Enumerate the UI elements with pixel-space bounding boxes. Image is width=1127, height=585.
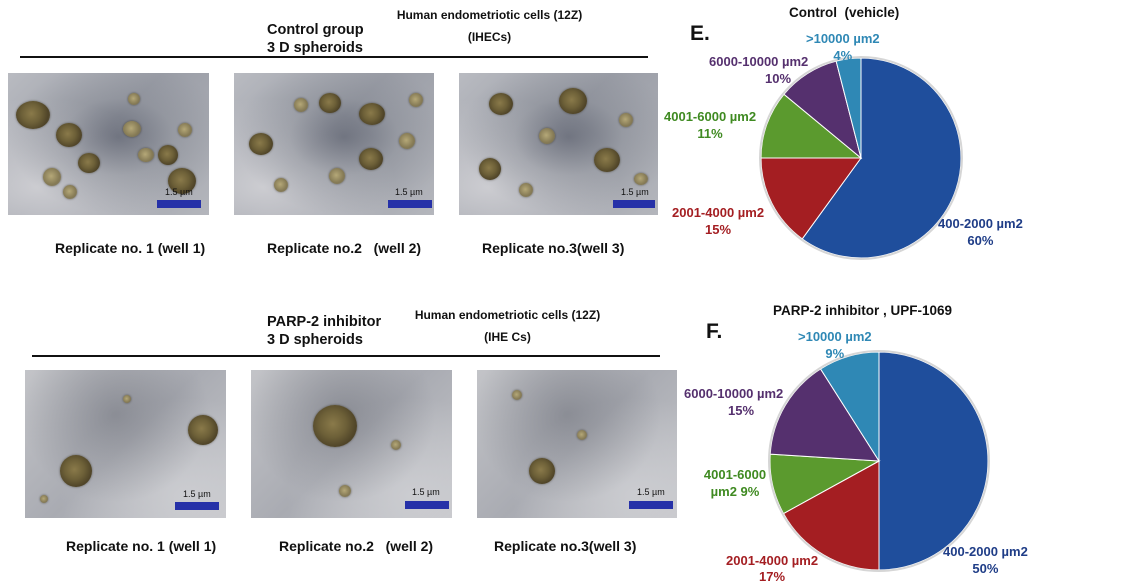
chart-f-label-4001-6000: 4001-6000 µm2 9% bbox=[703, 467, 767, 499]
control-micrograph-2: 1.5 µm bbox=[234, 73, 434, 215]
inhibitor-micrograph-2: 1.5 µm bbox=[251, 370, 452, 518]
chart-e-label-400-2000: 400-2000 µm2 60% bbox=[938, 216, 1023, 248]
inhibitor-group-line1: PARP-2 inhibitor bbox=[267, 314, 382, 330]
control-scale-label-3: 1.5 µm bbox=[621, 187, 649, 197]
chart-e-rim bbox=[759, 56, 963, 260]
chart-f-label-400-2000: 400-2000 µm2 50% bbox=[943, 544, 1028, 576]
inhibitor-cells-name: Human endometriotic cells (12Z) bbox=[414, 308, 601, 322]
chart-e-slice-4001-6000 bbox=[760, 93, 863, 159]
inhibitor-replicate-label-2: Replicate no.2 (well 2) bbox=[279, 538, 434, 554]
control-scale-bar-2 bbox=[388, 200, 432, 208]
control-header-divider bbox=[20, 56, 648, 58]
inhibitor-micrograph-3: 1.5 µm bbox=[477, 370, 677, 518]
inhibitor-cells-abbr: (IHE Cs) bbox=[484, 330, 531, 344]
chart-f-slice-2001-4000 bbox=[782, 460, 880, 571]
chart-e-label-6000-10000: 6000-10000 µm2 10% bbox=[709, 54, 809, 86]
inhibitor-micrograph-1: 1.5 µm bbox=[25, 370, 226, 518]
chart-f-slice-400-2000 bbox=[878, 351, 989, 571]
control-scale-bar-1 bbox=[157, 200, 201, 208]
inhibitor-scale-bar-1 bbox=[175, 502, 219, 510]
chart-f-slice-6000-10000 bbox=[769, 368, 880, 462]
chart-e-label-4001-6000: 4001-6000 µm2 11% bbox=[664, 109, 757, 141]
inhibitor-group-title: PARP-2 inhibitor 3 D spheroids bbox=[267, 313, 381, 349]
inhibitor-replicate-label-1: Replicate no. 1 (well 1) bbox=[66, 538, 217, 554]
inhibitor-group-line2: 3 D spheroids bbox=[267, 332, 363, 348]
chart-f-panel-letter: F. bbox=[706, 320, 723, 343]
chart-e-panel-letter: E. bbox=[690, 22, 710, 45]
control-group-title: Control group 3 D spheroids bbox=[267, 21, 364, 57]
inhibitor-header-divider bbox=[32, 355, 660, 357]
chart-f-label-6000-10000: 6000-10000 µm2 15% bbox=[684, 386, 784, 418]
control-replicate-label-2: Replicate no.2 (well 2) bbox=[267, 240, 422, 256]
chart-f-label-gt10000: >10000 µm2 9% bbox=[798, 329, 872, 361]
inhibitor-scale-label-1: 1.5 µm bbox=[183, 489, 211, 499]
chart-e-label-gt10000: >10000 µm2 4% bbox=[806, 31, 880, 63]
control-replicate-label-3: Replicate no.3(well 3) bbox=[482, 240, 625, 256]
chart-f-rim bbox=[768, 350, 990, 572]
chart-e-slice-400-2000 bbox=[801, 57, 962, 259]
inhibitor-scale-bar-2 bbox=[405, 501, 449, 509]
control-micrograph-1: 1.5 µm bbox=[8, 73, 209, 215]
control-cells-title: Human endometriotic cells (12Z) (IHECs) bbox=[392, 8, 587, 44]
chart-e-label-2001-4000: 2001-4000 µm2 15% bbox=[672, 205, 765, 237]
control-scale-label-1: 1.5 µm bbox=[165, 187, 193, 197]
chart-f-slice-gt10000 bbox=[819, 351, 880, 463]
chart-e-title: Control (vehicle) bbox=[789, 5, 900, 20]
control-replicate-label-1: Replicate no. 1 (well 1) bbox=[55, 240, 206, 256]
inhibitor-replicate-label-3: Replicate no.3(well 3) bbox=[494, 538, 637, 554]
inhibitor-scale-label-2: 1.5 µm bbox=[412, 487, 440, 497]
chart-f-label-2001-4000: 2001-4000 µm2 17% bbox=[726, 553, 819, 584]
control-scale-bar-3 bbox=[613, 200, 655, 208]
inhibitor-cells-title: Human endometriotic cells (12Z) (IHE Cs) bbox=[410, 308, 605, 344]
control-cells-name: Human endometriotic cells (12Z) bbox=[396, 8, 583, 22]
control-group-line1: Control group bbox=[267, 22, 364, 38]
control-micrograph-3: 1.5 µm bbox=[459, 73, 658, 215]
control-group-line2: 3 D spheroids bbox=[267, 40, 363, 56]
control-scale-label-2: 1.5 µm bbox=[395, 187, 423, 197]
control-cells-abbr: (IHECs) bbox=[467, 30, 512, 44]
inhibitor-scale-label-3: 1.5 µm bbox=[637, 487, 665, 497]
chart-f-title: PARP-2 inhibitor , UPF-1069 bbox=[773, 303, 953, 318]
chart-e-slice-2001-4000 bbox=[760, 157, 862, 240]
inhibitor-scale-bar-3 bbox=[629, 501, 673, 509]
